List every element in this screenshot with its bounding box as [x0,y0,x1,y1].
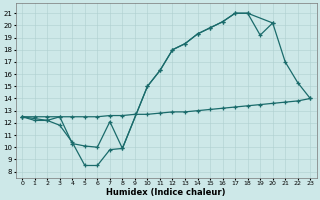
X-axis label: Humidex (Indice chaleur): Humidex (Indice chaleur) [107,188,226,197]
